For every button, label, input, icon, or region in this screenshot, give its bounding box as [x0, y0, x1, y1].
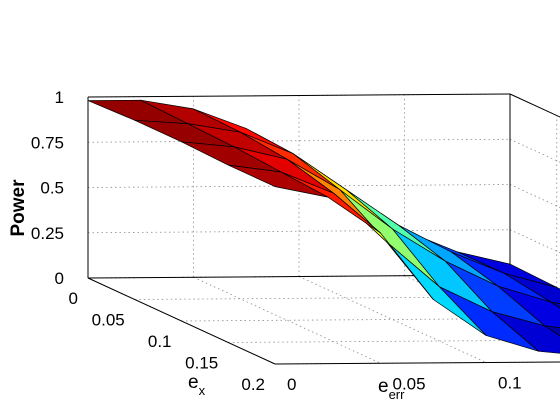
x-tick-label: 0.05: [393, 374, 426, 393]
surface-face: [227, 164, 329, 198]
z-tick-label: 0: [55, 269, 64, 288]
axis-box-edge: [274, 361, 560, 365]
z-tick-label: 0.75: [31, 133, 64, 152]
y-tick-label: 0.05: [92, 311, 125, 330]
wall-gridline: [87, 184, 511, 188]
z-axis-label: Power: [8, 179, 29, 237]
x-tick-label: 0: [287, 375, 296, 394]
wall-gridline: [87, 229, 511, 234]
wall-gridline: [509, 184, 560, 208]
axis-box-edge: [87, 93, 511, 98]
wall-gridline: [87, 138, 511, 143]
axis-box-edge: [509, 93, 560, 118]
y-tick-label: 0.1: [148, 332, 172, 351]
surface: [87, 99, 560, 354]
wall-gridline: [509, 138, 560, 163]
floor-gridline: [298, 276, 487, 363]
tick-labels: 00.250.50.75100.050.10.150.200.050.10.15…: [31, 88, 522, 394]
z-tick-label: 0.25: [31, 224, 64, 243]
y-tick-label: 0.2: [241, 375, 265, 394]
surface-face: [544, 325, 560, 337]
z-tick-label: 0.5: [40, 179, 64, 198]
wall-gridline: [509, 93, 560, 118]
y-tick-label: 0.15: [185, 354, 218, 373]
x-tick-label: 0.1: [498, 374, 522, 393]
y-tick-label: 0: [69, 289, 78, 308]
y-axis-label: ex: [188, 372, 206, 398]
floor-gridline: [193, 276, 381, 364]
z-tick-label: 1: [55, 88, 64, 107]
axis-box-edge: [87, 277, 276, 365]
x-axis-label: eerr: [378, 376, 405, 402]
